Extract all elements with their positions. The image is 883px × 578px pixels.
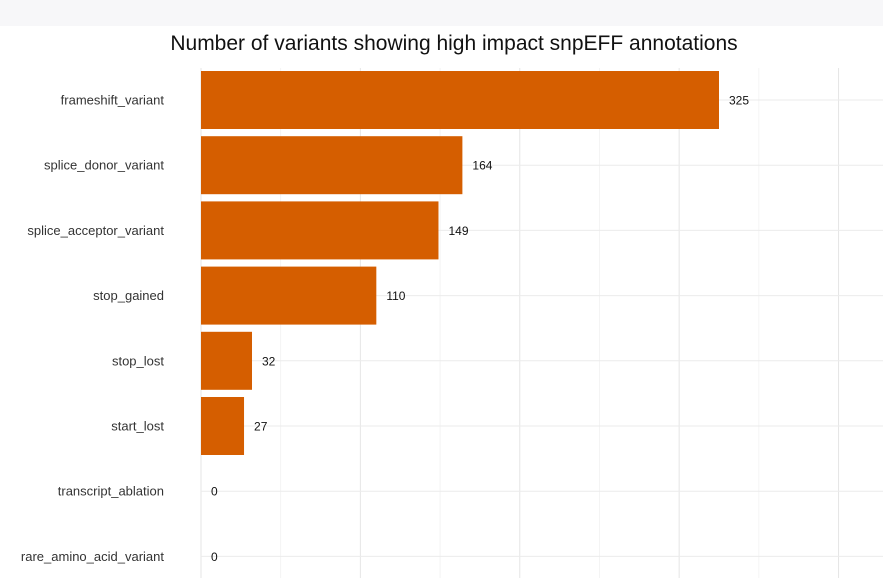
category-label: stop_lost — [112, 353, 164, 368]
labels-layer: frameshift_variant 325 splice_donor_varian… — [21, 93, 749, 564]
category-label: splice_acceptor_variant — [27, 223, 164, 238]
bar-stop_gained — [201, 266, 377, 325]
bar-stop_lost — [201, 331, 253, 390]
value-label: 0 — [211, 550, 218, 564]
bar-splice_acceptor_variant — [201, 201, 439, 260]
value-label: 32 — [262, 354, 276, 368]
category-label: stop_gained — [93, 288, 164, 303]
bars-layer — [201, 71, 719, 455]
bar-frameshift_variant — [201, 71, 719, 129]
category-label: transcript_ablation — [58, 484, 164, 499]
top-band — [0, 0, 883, 26]
value-label: 27 — [254, 420, 268, 434]
value-label: 0 — [211, 485, 218, 499]
category-label: frameshift_variant — [61, 93, 165, 108]
bar-splice_donor_variant — [201, 136, 463, 195]
category-label: splice_donor_variant — [44, 158, 164, 173]
value-label: 110 — [386, 289, 405, 303]
value-label: 325 — [729, 94, 749, 108]
category-label: rare_amino_acid_variant — [21, 549, 164, 564]
chart-title: Number of variants showing high impact s… — [170, 32, 737, 55]
value-label: 164 — [472, 159, 492, 173]
value-label: 149 — [448, 224, 468, 238]
category-label: start_lost — [111, 419, 164, 434]
bar-start_lost — [201, 397, 245, 455]
